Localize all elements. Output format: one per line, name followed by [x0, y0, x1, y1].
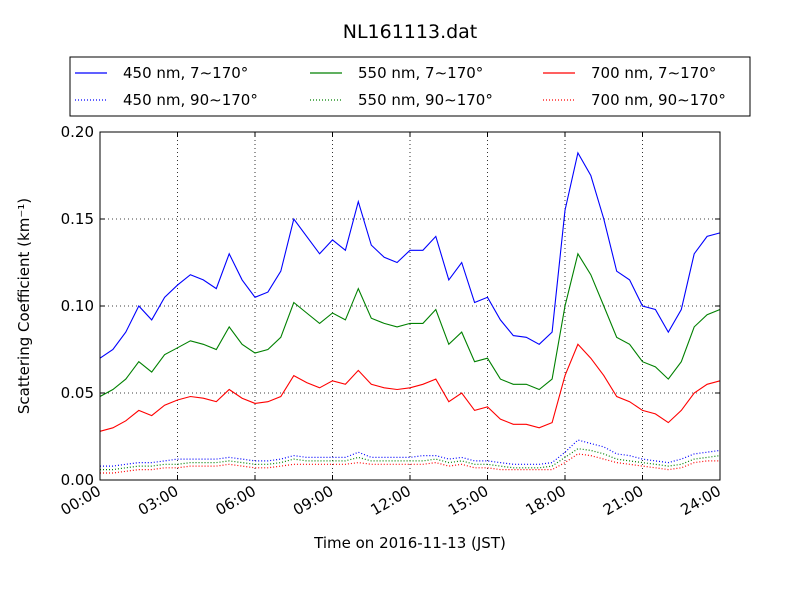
- y-axis-label: Scattering Coefficient (km⁻¹): [15, 198, 33, 414]
- series-line: [99, 252, 721, 397]
- x-tick-label: 15:00: [445, 482, 491, 519]
- legend-label: 550 nm, 90∼170°: [358, 91, 493, 109]
- series-line: [100, 448, 721, 471]
- y-tick-label: 0.00: [61, 471, 94, 489]
- x-tick-label: 18:00: [523, 482, 569, 519]
- legend: 450 nm, 7∼170° 450 nm, 90∼170° 550 nm, 7∼1…: [69, 56, 751, 117]
- legend-frame: [69, 56, 751, 117]
- chart-title: NL161113.dat: [343, 21, 478, 43]
- x-axis-label: Time on 2016-11-13 (JST): [313, 534, 506, 552]
- x-tick-label: 09:00: [290, 482, 336, 519]
- legend-label: 700 nm, 7∼170°: [591, 64, 716, 82]
- series-line: [99, 343, 721, 432]
- y-tick-label: 0.15: [61, 210, 94, 228]
- x-tick-label: 03:00: [135, 482, 181, 519]
- legend-label: 550 nm, 7∼170°: [358, 64, 483, 82]
- series-layer: [99, 151, 721, 474]
- y-tick-label: 0.10: [61, 297, 94, 315]
- grid: [100, 132, 720, 480]
- legend-label: 450 nm, 7∼170°: [123, 64, 248, 82]
- y-tick-label: 0.05: [61, 384, 94, 402]
- x-tick-label: 12:00: [368, 482, 414, 519]
- series-line: [99, 151, 721, 359]
- y-tick-label: 0.20: [61, 123, 94, 141]
- x-tick-label: 24:00: [678, 482, 724, 519]
- legend-label: 450 nm, 90∼170°: [123, 91, 258, 109]
- x-tick-label: 21:00: [600, 482, 646, 519]
- y-axis: 0.00 0.05 0.10 0.15 0.20: [61, 123, 720, 489]
- x-tick-label: 06:00: [213, 482, 259, 519]
- legend-label: 700 nm, 90∼170°: [591, 91, 726, 109]
